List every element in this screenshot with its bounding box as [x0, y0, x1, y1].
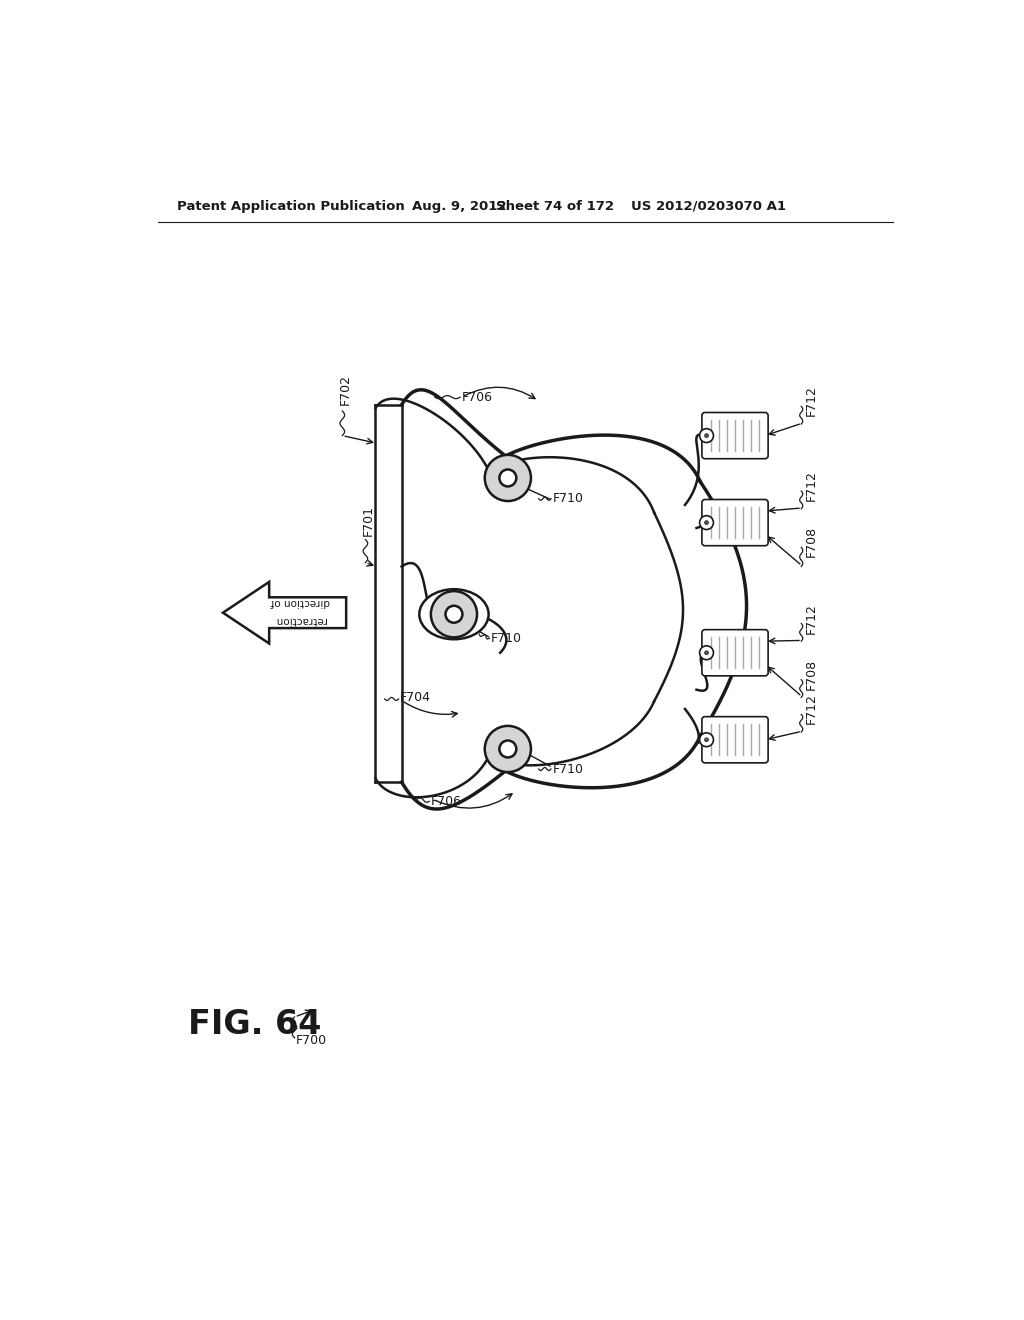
Text: US 2012/0203070 A1: US 2012/0203070 A1 [631, 199, 786, 213]
Text: retraction: retraction [274, 615, 326, 626]
Polygon shape [223, 582, 346, 644]
Text: F712: F712 [804, 693, 817, 725]
Circle shape [500, 741, 516, 758]
Circle shape [699, 645, 714, 660]
FancyBboxPatch shape [701, 499, 768, 545]
Text: F710: F710 [553, 492, 584, 506]
Text: F702: F702 [339, 374, 351, 405]
Text: F708: F708 [804, 527, 817, 557]
Text: F712: F712 [804, 603, 817, 634]
Circle shape [431, 591, 477, 638]
Text: F706: F706 [462, 391, 493, 404]
Text: F704: F704 [400, 690, 431, 704]
Text: Sheet 74 of 172: Sheet 74 of 172 [497, 199, 614, 213]
Ellipse shape [419, 589, 488, 639]
Text: direction of: direction of [270, 597, 330, 607]
FancyBboxPatch shape [701, 717, 768, 763]
FancyBboxPatch shape [701, 412, 768, 459]
Circle shape [705, 520, 709, 524]
Circle shape [484, 455, 531, 502]
Circle shape [699, 516, 714, 529]
Text: F710: F710 [553, 763, 584, 776]
Circle shape [705, 651, 709, 655]
Circle shape [445, 606, 463, 623]
Text: F706: F706 [431, 795, 462, 808]
Circle shape [484, 726, 531, 772]
Circle shape [699, 733, 714, 747]
Text: F708: F708 [804, 659, 817, 690]
Circle shape [705, 738, 709, 742]
Text: F700: F700 [296, 1034, 328, 1047]
Text: F712: F712 [804, 385, 817, 416]
Circle shape [699, 429, 714, 442]
Circle shape [705, 434, 709, 437]
FancyBboxPatch shape [701, 630, 768, 676]
Text: Patent Application Publication: Patent Application Publication [177, 199, 404, 213]
Text: FIG. 64: FIG. 64 [188, 1008, 322, 1041]
Text: Aug. 9, 2012: Aug. 9, 2012 [412, 199, 506, 213]
Text: F712: F712 [804, 470, 817, 502]
Circle shape [500, 470, 516, 487]
Text: F710: F710 [490, 631, 522, 644]
Text: F701: F701 [361, 504, 375, 536]
